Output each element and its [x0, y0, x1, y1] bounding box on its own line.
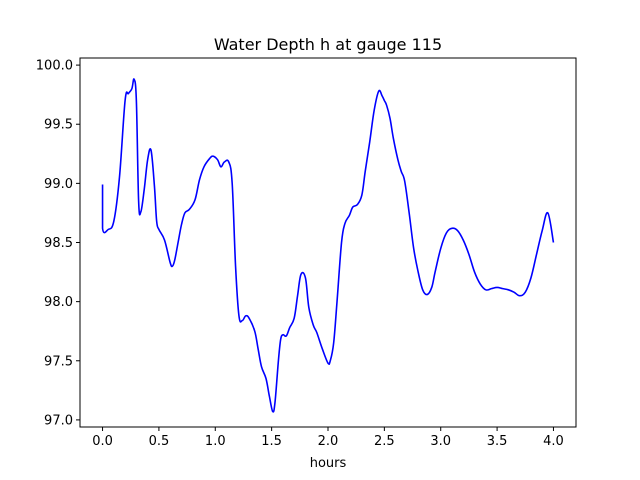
x-tick-label: 3.0: [430, 434, 451, 449]
x-tick-label: 0.5: [149, 434, 170, 449]
plot-frame: [79, 57, 577, 428]
x-tick-label: 3.5: [487, 434, 508, 449]
y-tick-label: 99.5: [44, 118, 73, 133]
x-tick-label: 2.0: [318, 434, 339, 449]
y-tick-label: 99.0: [44, 177, 73, 192]
x-tick-label: 2.5: [374, 434, 395, 449]
y-tick-label: 97.5: [44, 354, 73, 369]
x-tick-label: 4.0: [543, 434, 564, 449]
x-tick-label: 1.5: [261, 434, 282, 449]
x-tick-label: 1.0: [205, 434, 226, 449]
series-line-water-depth: [101, 78, 555, 413]
x-axis-ticks: 0.0 0.5 1.0 1.5 2.0 2.5 3.0 3.5 4.0: [92, 427, 564, 449]
y-tick-label: 98.5: [44, 236, 73, 251]
y-tick-label: 98.0: [44, 295, 73, 310]
y-axis-ticks: 97.0 97.5 98.0 98.5 99.0 99.5 100.0: [36, 59, 80, 428]
x-axis-label: hours: [310, 456, 347, 471]
chart-title: Water Depth h at gauge 115: [214, 35, 442, 54]
y-tick-label: 100.0: [36, 59, 73, 74]
x-tick-label: 0.0: [92, 434, 113, 449]
y-tick-label: 97.0: [44, 413, 73, 428]
